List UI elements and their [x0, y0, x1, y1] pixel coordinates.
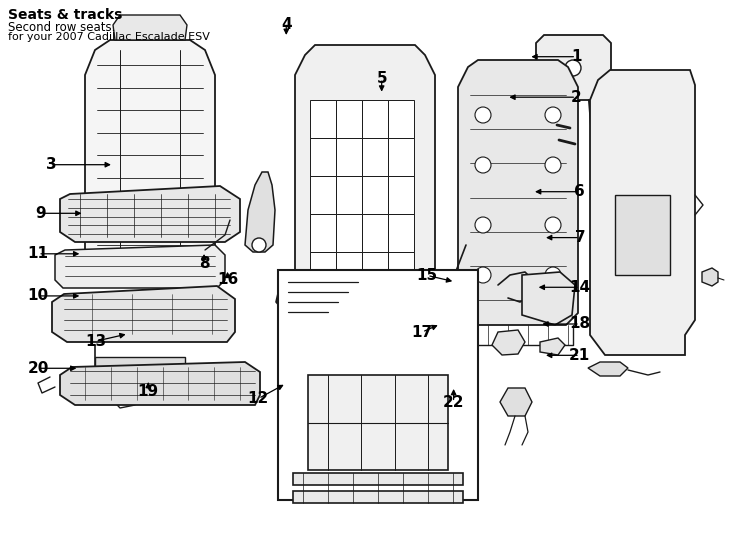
Bar	[388, 214, 414, 252]
Bar	[293, 473, 463, 485]
Bar	[362, 176, 388, 214]
Polygon shape	[500, 388, 532, 416]
Bar	[336, 176, 362, 214]
Text: 9: 9	[35, 206, 46, 221]
Polygon shape	[590, 70, 695, 355]
Polygon shape	[55, 245, 225, 288]
Polygon shape	[540, 338, 565, 355]
Bar	[293, 491, 463, 503]
Circle shape	[475, 107, 491, 123]
Bar	[95, 357, 185, 372]
Text: 13: 13	[85, 334, 106, 349]
Bar	[362, 252, 388, 290]
Text: 5: 5	[377, 71, 387, 86]
Polygon shape	[113, 15, 187, 40]
Bar	[388, 100, 414, 138]
Text: 18: 18	[570, 316, 590, 332]
Circle shape	[565, 60, 581, 76]
Bar	[336, 100, 362, 138]
Polygon shape	[702, 268, 718, 286]
Polygon shape	[458, 60, 578, 325]
Circle shape	[475, 267, 491, 283]
Text: Seats & tracks: Seats & tracks	[8, 8, 123, 22]
Bar	[362, 100, 388, 138]
Text: 14: 14	[570, 280, 590, 295]
Text: 10: 10	[28, 288, 48, 303]
Text: 4: 4	[281, 17, 291, 32]
Text: 19: 19	[138, 384, 159, 399]
Text: 20: 20	[27, 361, 49, 376]
Text: 22: 22	[443, 395, 465, 410]
Circle shape	[545, 107, 561, 123]
Text: 16: 16	[217, 272, 238, 287]
Polygon shape	[588, 362, 628, 376]
Bar	[310, 214, 336, 252]
Circle shape	[475, 217, 491, 233]
Bar	[362, 214, 388, 252]
Text: Second row seats.: Second row seats.	[8, 21, 115, 34]
Text: 11: 11	[28, 246, 48, 261]
Bar	[308, 375, 448, 470]
Bar	[336, 138, 362, 176]
Polygon shape	[295, 45, 435, 310]
Polygon shape	[245, 172, 275, 252]
Text: 6: 6	[575, 184, 585, 199]
Bar	[310, 100, 336, 138]
Polygon shape	[85, 40, 215, 275]
Text: 17: 17	[412, 325, 432, 340]
Text: 3: 3	[46, 157, 57, 172]
Circle shape	[545, 267, 561, 283]
Polygon shape	[60, 362, 260, 405]
Bar	[388, 138, 414, 176]
Polygon shape	[60, 186, 240, 242]
Text: 21: 21	[570, 348, 590, 363]
Bar	[362, 138, 388, 176]
Bar	[310, 138, 336, 176]
Bar	[278, 270, 478, 500]
Polygon shape	[52, 286, 235, 342]
Bar	[615, 195, 670, 275]
Circle shape	[545, 217, 561, 233]
Text: 1: 1	[571, 49, 581, 64]
Text: 2: 2	[571, 90, 581, 105]
Text: 7: 7	[575, 230, 585, 245]
Text: 15: 15	[417, 268, 437, 283]
Bar	[336, 214, 362, 252]
Bar	[310, 252, 336, 290]
Bar	[336, 252, 362, 290]
Bar	[388, 252, 414, 290]
Bar	[388, 176, 414, 214]
Circle shape	[475, 157, 491, 173]
Polygon shape	[492, 330, 525, 355]
Bar	[310, 176, 336, 214]
Circle shape	[545, 157, 561, 173]
Polygon shape	[536, 35, 611, 100]
Text: 8: 8	[199, 256, 209, 271]
Text: for your 2007 Cadillac Escalade ESV: for your 2007 Cadillac Escalade ESV	[8, 32, 210, 42]
Polygon shape	[522, 272, 575, 325]
Circle shape	[252, 238, 266, 252]
Text: 12: 12	[248, 391, 269, 406]
